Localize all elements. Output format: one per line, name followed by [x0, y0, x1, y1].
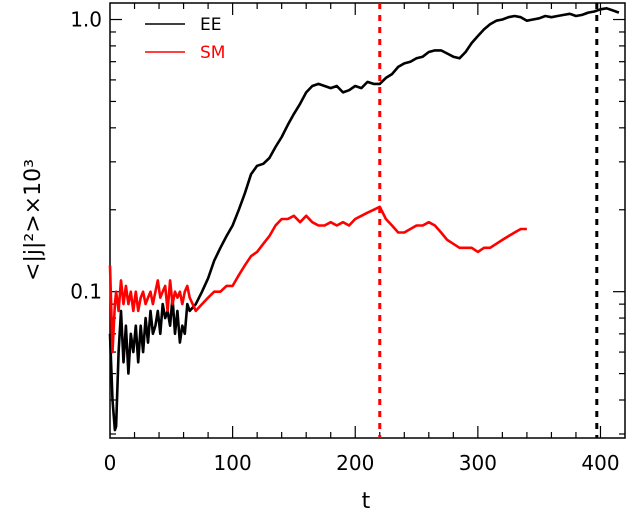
- y-tick-label: 1.0: [70, 8, 102, 32]
- y-tick-labels: 0.1 1.0: [70, 8, 102, 304]
- x-tick-label: 200: [336, 451, 374, 475]
- y-axis-title: <|j|²>×10³: [21, 159, 46, 281]
- x-tick-label: 0: [104, 451, 117, 475]
- legend: EE SM: [145, 15, 225, 63]
- x-tick-label: 400: [581, 451, 619, 475]
- legend-label-ee: EE: [200, 15, 221, 35]
- legend-label-sm: SM: [200, 43, 225, 63]
- plot-frame-group: [109, 2, 626, 439]
- plot-frame: [109, 2, 626, 439]
- series-line-sm: [108, 205, 527, 354]
- y-tick-label: 0.1: [70, 280, 102, 304]
- series-lines: [108, 7, 620, 432]
- x-axis-title: t: [362, 489, 371, 514]
- x-tick-label: 300: [459, 451, 497, 475]
- series-line-ee: [108, 7, 620, 432]
- x-tick-label: 100: [214, 451, 252, 475]
- event-markers: [378, 3, 599, 438]
- axis-ticks: [110, 3, 625, 438]
- x-tick-labels: 0 100 200 300 400: [104, 451, 620, 475]
